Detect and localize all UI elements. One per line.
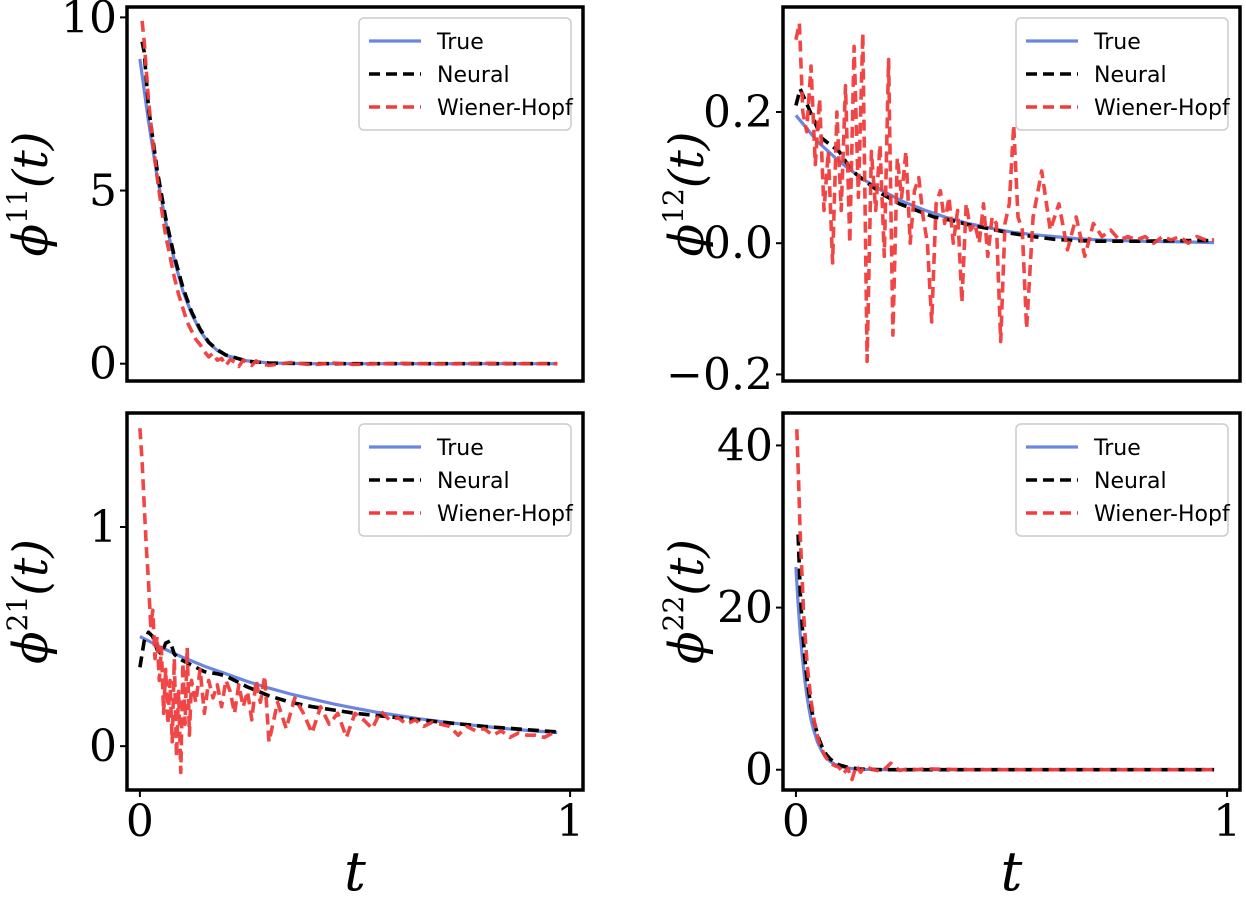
y-axis-label: ϕ21(t) — [1, 539, 59, 664]
series-line-neural — [796, 534, 1215, 772]
y-label-sup: 11 — [1, 188, 34, 224]
y-label-base: ϕ — [3, 631, 59, 664]
legend-label: Neural — [1094, 469, 1167, 494]
series-group — [794, 21, 1215, 364]
legend-label: Wiener-Hopf — [1094, 96, 1231, 121]
y-tick-label: 0 — [89, 721, 117, 772]
x-tick-label: 1 — [1213, 796, 1241, 847]
x-tick-label: 0 — [782, 796, 810, 847]
legend-label: True — [436, 30, 484, 55]
legend-label: True — [436, 436, 484, 461]
y-tick-label: −0.2 — [666, 349, 773, 400]
legend: True Neural Wiener-Hopf — [358, 17, 574, 131]
y-label-arg: (t) — [659, 131, 715, 188]
y-tick-label: 1 — [89, 502, 117, 553]
axes-frame — [125, 411, 585, 792]
y-tick-label: 5 — [89, 166, 117, 217]
legend-label: Neural — [437, 63, 510, 88]
y-label-base: ϕ — [659, 224, 715, 257]
legend-box — [358, 423, 572, 537]
y-label-sup: 22 — [657, 596, 690, 632]
series-group — [138, 20, 558, 369]
y-label-arg: (t) — [659, 539, 715, 596]
series-line-wiener-hopf — [140, 20, 558, 369]
y-axis-label: ϕ12(t) — [657, 131, 715, 256]
legend-label: Neural — [437, 469, 510, 494]
y-tick-label: 0 — [89, 339, 117, 390]
series-group — [138, 428, 559, 775]
legend-box — [1015, 423, 1229, 537]
y-tick-label: 10 — [61, 0, 117, 43]
y-tick-label: 0.0 — [703, 218, 773, 269]
x-tick-label: 0 — [126, 796, 154, 847]
series-line-true — [794, 566, 1215, 772]
series-line-wiener-hopf — [138, 428, 559, 775]
series-line-wiener-hopf — [795, 429, 1215, 782]
y-tick-label: 20 — [717, 583, 773, 634]
legend-label: Wiener-Hopf — [437, 502, 574, 527]
x-axis-label: t — [344, 840, 366, 903]
y-axis-label: ϕ11(t) — [1, 131, 59, 256]
x-tick-label: 1 — [556, 796, 584, 847]
y-label-base: ϕ — [659, 631, 715, 664]
y-label-sup: 12 — [657, 188, 690, 224]
legend-label: True — [1093, 30, 1141, 55]
legend-label: True — [1093, 436, 1141, 461]
legend: True Neural Wiener-Hopf — [1015, 423, 1231, 537]
y-tick-label: 40 — [717, 420, 773, 471]
y-label-arg: (t) — [3, 539, 59, 596]
x-axis-label: t — [1001, 840, 1023, 903]
subplot-1: 0 5 10 ϕ11(t) True Neural Wiener-Hopf — [1, 0, 585, 390]
series-group — [794, 429, 1215, 782]
subplot-3: 0 1 0 1 ϕ21(t) t True Neural Wiener-Hopf — [1, 411, 585, 903]
series-line-neural — [794, 87, 1215, 243]
y-label-base: ϕ — [3, 224, 59, 257]
series-line-wiener-hopf — [794, 21, 1215, 364]
legend-label: Wiener-Hopf — [437, 96, 574, 121]
y-label-arg: (t) — [3, 131, 59, 188]
legend: True Neural Wiener-Hopf — [358, 423, 574, 537]
legend-label: Wiener-Hopf — [1094, 502, 1231, 527]
legend-box — [358, 17, 572, 131]
axes-frame — [781, 5, 1242, 383]
legend-label: Neural — [1094, 63, 1167, 88]
legend: True Neural Wiener-Hopf — [1015, 17, 1231, 131]
axes-frame — [781, 411, 1242, 792]
y-axis-label: ϕ22(t) — [657, 539, 715, 664]
subplot-4: 0 20 40 0 1 ϕ22(t) t True Neural Wiener-Hopf — [657, 411, 1242, 903]
y-label-sup: 21 — [1, 596, 34, 632]
legend-box — [1015, 17, 1229, 131]
y-tick-label: 0.2 — [703, 87, 773, 138]
y-tick-label: 0 — [745, 745, 773, 796]
axes-frame — [125, 5, 585, 383]
